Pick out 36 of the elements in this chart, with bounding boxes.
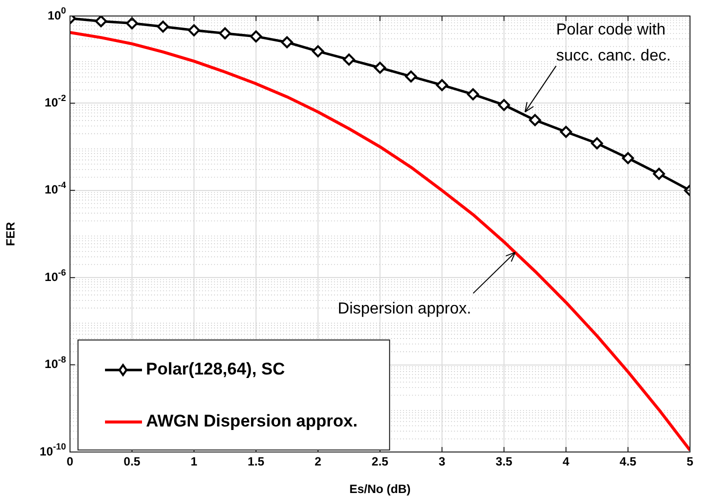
point <box>436 79 448 92</box>
point <box>343 54 355 66</box>
x-tick-label: 1.5 <box>248 454 265 469</box>
x-tick-label: 3.5 <box>496 454 513 469</box>
point <box>498 98 510 111</box>
legend-label: Polar(128,64), SC <box>146 360 285 379</box>
x-tick-label: 4.5 <box>620 454 637 469</box>
point <box>622 152 634 164</box>
point <box>529 114 541 126</box>
point <box>188 24 200 36</box>
point <box>312 45 324 58</box>
x-tick-label: 0.5 <box>124 454 141 469</box>
x-tick-label: 4 <box>562 454 570 469</box>
annotation: Dispersion approx. <box>338 300 472 318</box>
point <box>126 17 138 30</box>
point <box>281 36 293 48</box>
x-tick-label: 0 <box>66 454 74 469</box>
point <box>653 168 665 180</box>
x-tick-label: 2 <box>314 454 322 469</box>
point <box>405 70 417 82</box>
x-tick-label: 1 <box>190 454 198 469</box>
point <box>250 30 262 42</box>
point <box>157 20 169 33</box>
x-tick-label: 5 <box>686 454 694 469</box>
point <box>219 27 231 40</box>
point <box>467 88 479 100</box>
point <box>95 16 107 28</box>
y-axis-title: FER <box>4 222 18 246</box>
x-axis-title: Es/No (dB) <box>349 482 411 496</box>
point <box>591 137 603 150</box>
point <box>560 126 572 138</box>
legend-label: AWGN Dispersion approx. <box>146 412 358 431</box>
point <box>374 62 386 74</box>
x-tick-label: 3 <box>438 454 446 469</box>
x-tick-label: 2.5 <box>372 454 389 469</box>
annotation: Polar code with succ. canc. dec. <box>556 21 671 64</box>
